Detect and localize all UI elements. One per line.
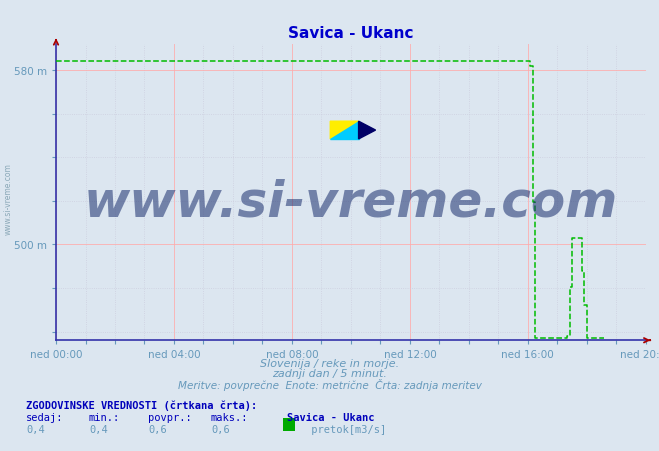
Text: min.:: min.: (89, 412, 120, 422)
Polygon shape (358, 122, 376, 140)
Text: www.si-vreme.com: www.si-vreme.com (84, 178, 618, 226)
Text: Meritve: povprečne  Enote: metrične  Črta: zadnja meritev: Meritve: povprečne Enote: metrične Črta:… (177, 378, 482, 391)
Polygon shape (330, 122, 358, 140)
Text: zadnji dan / 5 minut.: zadnji dan / 5 minut. (272, 368, 387, 378)
Text: www.si-vreme.com: www.si-vreme.com (3, 162, 13, 235)
Polygon shape (330, 122, 358, 140)
Text: ZGODOVINSKE VREDNOSTI (črtkana črta):: ZGODOVINSKE VREDNOSTI (črtkana črta): (26, 399, 258, 410)
Text: Slovenija / reke in morje.: Slovenija / reke in morje. (260, 359, 399, 368)
Text: sedaj:: sedaj: (26, 412, 64, 422)
Text: 0,4: 0,4 (89, 424, 107, 434)
Text: maks.:: maks.: (211, 412, 248, 422)
Text: povpr.:: povpr.: (148, 412, 192, 422)
Text: 0,6: 0,6 (148, 424, 167, 434)
Text: Savica - Ukanc: Savica - Ukanc (287, 412, 374, 422)
Text: pretok[m3/s]: pretok[m3/s] (305, 424, 386, 434)
Text: 0,6: 0,6 (211, 424, 229, 434)
Title: Savica - Ukanc: Savica - Ukanc (288, 26, 414, 41)
Text: 0,4: 0,4 (26, 424, 45, 434)
